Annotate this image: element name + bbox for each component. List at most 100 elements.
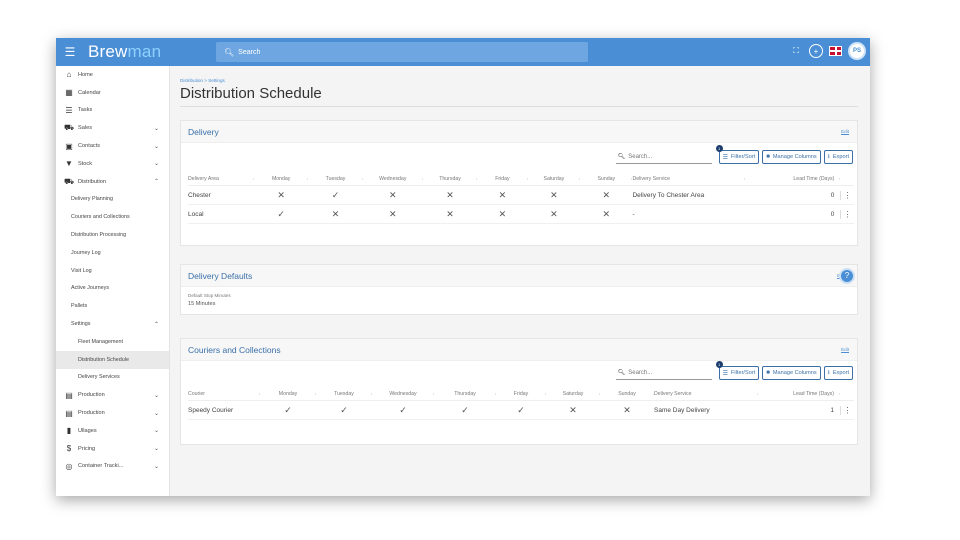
- cross-icon: ✕: [623, 404, 631, 415]
- column-header[interactable]: Lead Time (Days): [745, 176, 841, 182]
- table-row[interactable]: Chester ✕ ✓ ✕ ✕ ✕ ✕ ✕ Delivery To Chester Area 0 ⋮: [188, 186, 854, 205]
- couriers-search-input[interactable]: 🔍︎ Search...: [615, 366, 712, 380]
- column-header[interactable]: Delivery Service: [632, 176, 745, 182]
- search-placeholder: Search: [238, 48, 261, 56]
- delivery-manage-columns-button[interactable]: ■ Manage Columns: [762, 150, 821, 164]
- sidebar-subitem[interactable]: Pallets: [56, 297, 169, 315]
- sidebar-item-label: Container Tracki...: [78, 463, 124, 470]
- check-icon: ✓: [277, 208, 285, 219]
- sidebar-item-label: Calendar: [78, 89, 101, 96]
- column-header[interactable]: Thursday: [434, 391, 496, 397]
- check-icon: ✓: [517, 404, 525, 415]
- sidebar-item[interactable]: ☰ Tasks: [56, 102, 169, 120]
- menu-icon[interactable]: ☰: [64, 45, 76, 59]
- sidebar-item-label: Home: [78, 71, 93, 78]
- divider: [180, 106, 858, 107]
- sidebar-item[interactable]: ⛟ Distribution ⌃: [56, 173, 169, 191]
- bin-icon: ▮: [66, 426, 72, 436]
- cross-icon: ✕: [602, 189, 611, 200]
- sidebar-settings-item[interactable]: Delivery Services: [56, 369, 169, 387]
- column-header[interactable]: Wednesday: [372, 391, 434, 397]
- check-icon: ✓: [284, 404, 292, 415]
- defaults-header: Delivery Defaults Edit ?: [181, 265, 857, 287]
- column-header[interactable]: Thursday: [423, 176, 478, 182]
- table-row[interactable]: Speedy Courier ✓ ✓ ✓ ✓ ✓ ✕ ✕ Same Day Delivery 1 ⋮: [188, 401, 854, 420]
- sidebar-item-label: Stock: [78, 160, 92, 167]
- delivery-search-input[interactable]: 🔍︎ Search...: [615, 150, 712, 164]
- sidebar-subitem[interactable]: Active Journeys: [56, 280, 169, 298]
- cross-icon: ✕: [498, 189, 507, 200]
- sidebar-subitem[interactable]: Visit Log: [56, 262, 169, 280]
- column-header[interactable]: Monday: [260, 391, 316, 397]
- sidebar-item[interactable]: ▼ Stock ⌄: [56, 155, 169, 173]
- sidebar-subitem[interactable]: Couriers and Collections: [56, 208, 169, 226]
- table-cell: Chester: [188, 191, 211, 199]
- download-icon: ⭳: [827, 154, 830, 160]
- chevron-up-icon: ⌃: [153, 179, 159, 186]
- column-header[interactable]: Delivery Service: [654, 391, 758, 397]
- sidebar-item[interactable]: $ Pricing ⌄: [56, 440, 169, 458]
- sidebar-item-label: Production: [78, 392, 105, 399]
- sidebar-item[interactable]: ▮ Ullages ⌄: [56, 422, 169, 440]
- row-menu-icon[interactable]: ⋮: [840, 190, 854, 200]
- column-header[interactable]: Delivery Area: [188, 176, 254, 182]
- couriers-card: Couriers and Collections Edit 🔍︎ Search..…: [180, 338, 858, 445]
- filter-icon: ☰: [722, 154, 728, 161]
- avatar[interactable]: PS: [848, 42, 866, 60]
- delivery-export-button[interactable]: ⭳ Export: [823, 150, 853, 164]
- row-menu-icon[interactable]: ⋮: [840, 405, 854, 415]
- sidebar-subitem[interactable]: Delivery Planning: [56, 191, 169, 209]
- column-header[interactable]: Sunday: [580, 176, 633, 182]
- delivery-edit-link[interactable]: Edit: [841, 129, 849, 134]
- table-row[interactable]: Local ✓ ✕ ✕ ✕ ✕ ✕ ✕ - 0 ⋮: [188, 205, 854, 224]
- row-menu-icon[interactable]: ⋮: [840, 209, 854, 219]
- delivery-filter-button[interactable]: 1 ☰ Filter/Sort: [715, 145, 760, 164]
- sidebar-item[interactable]: ◎ Container Tracki... ⌄: [56, 458, 169, 476]
- couriers-manage-columns-button[interactable]: ■ Manage Columns: [762, 366, 821, 380]
- uk-flag-icon[interactable]: [829, 46, 842, 56]
- delivery-table: Delivery Area Monday Tuesday Wednesday Thurs…: [188, 172, 854, 224]
- chevron-down-icon: ⌄: [153, 392, 159, 399]
- column-header[interactable]: Saturday: [528, 176, 581, 182]
- cross-icon: ✕: [446, 189, 454, 200]
- table-cell: Same Day Delivery: [654, 406, 710, 414]
- chevron-up-icon: ⌃: [153, 321, 159, 328]
- search-icon: 🔍︎: [224, 47, 235, 57]
- sidebar-subitem[interactable]: Distribution Processing: [56, 226, 169, 244]
- logo[interactable]: Brewman: [88, 42, 162, 61]
- sidebar-settings-item[interactable]: Distribution Schedule: [56, 350, 169, 369]
- sidebar-item[interactable]: ▣ Contacts ⌄: [56, 137, 169, 155]
- cross-icon: ✕: [331, 208, 340, 219]
- add-icon[interactable]: +: [809, 44, 823, 58]
- column-header[interactable]: Friday: [496, 391, 546, 397]
- delivery-defaults-card: Delivery Defaults Edit ? Default Stop Mi…: [180, 264, 858, 315]
- couriers-filter-button[interactable]: 1 ☰ Filter/Sort: [715, 361, 760, 380]
- chevron-down-icon: ⌄: [153, 428, 159, 435]
- sidebar-settings-item[interactable]: Fleet Management: [56, 333, 169, 351]
- sidebar-item[interactable]: ▦ Calendar: [56, 84, 169, 102]
- sidebar-item[interactable]: ⛟ Sales ⌄: [56, 119, 169, 137]
- column-header[interactable]: Friday: [477, 176, 528, 182]
- column-header[interactable]: Lead Time (Days): [758, 391, 840, 397]
- sidebar-subitem[interactable]: Settings ⌃: [56, 315, 169, 333]
- column-header[interactable]: Courier: [188, 391, 260, 397]
- breadcrumb[interactable]: Distribution > Settings: [180, 78, 225, 83]
- column-header[interactable]: Tuesday: [316, 391, 372, 397]
- column-header[interactable]: Sunday: [600, 391, 654, 397]
- column-header[interactable]: Tuesday: [308, 176, 363, 182]
- global-search-input[interactable]: 🔍︎ Search: [216, 42, 588, 62]
- couriers-export-button[interactable]: ⭳ Export: [823, 366, 853, 380]
- sidebar-item[interactable]: ▤ Production ⌄: [56, 386, 169, 404]
- help-icon[interactable]: ?: [839, 267, 855, 284]
- sidebar-subitem[interactable]: Journey Log: [56, 244, 169, 262]
- expand-icon[interactable]: ⛶: [793, 46, 799, 55]
- default-stop-label: Default Stop Minutes: [188, 293, 231, 298]
- filter-icon: ▼: [65, 159, 73, 169]
- couriers-edit-link[interactable]: Edit: [841, 347, 849, 352]
- column-header[interactable]: Saturday: [546, 391, 600, 397]
- sidebar-item[interactable]: ▤ Production ⌄: [56, 404, 169, 422]
- column-header[interactable]: Wednesday: [363, 176, 423, 182]
- column-header[interactable]: Monday: [254, 176, 309, 182]
- check-icon: ✓: [399, 404, 407, 415]
- sidebar-item[interactable]: ⌂ Home: [56, 66, 169, 84]
